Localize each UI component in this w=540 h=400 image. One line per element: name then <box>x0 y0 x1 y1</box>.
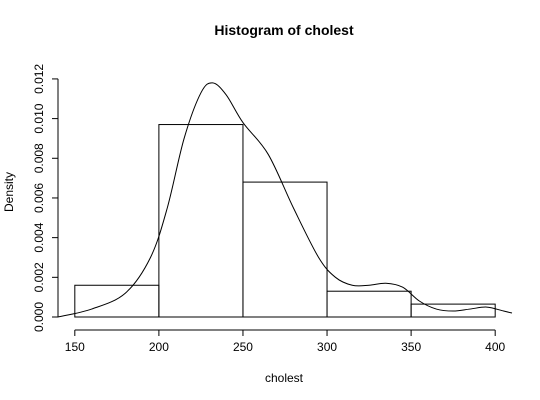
y-tick-label: 0.000 <box>32 302 46 332</box>
x-tick-label: 350 <box>401 340 421 354</box>
density-curve <box>57 82 513 318</box>
x-axis: 150 200 250 300 350 400 <box>65 329 506 354</box>
histogram-bar-3 <box>242 181 328 318</box>
histogram-bar-5 <box>410 303 496 318</box>
histogram-bar-4 <box>326 290 412 318</box>
y-axis-label: Density <box>2 172 16 212</box>
y-tick-label: 0.004 <box>32 222 46 252</box>
y-tick-label: 0.008 <box>32 143 46 173</box>
chart-title: Histogram of cholest <box>214 22 354 38</box>
x-tick-label: 400 <box>485 340 505 354</box>
y-axis: 0.000 0.002 0.004 0.006 0.008 0.010 0.012 <box>32 64 59 332</box>
x-tick-label: 300 <box>317 340 337 354</box>
histogram-bar-1 <box>74 284 160 318</box>
x-tick-label: 150 <box>65 340 85 354</box>
y-tick-label: 0.002 <box>32 262 46 292</box>
x-tick-label: 250 <box>233 340 253 354</box>
x-tick-label: 200 <box>149 340 169 354</box>
histogram-bars <box>74 124 496 318</box>
y-tick-label: 0.012 <box>32 64 46 94</box>
y-tick-label: 0.006 <box>32 183 46 213</box>
y-tick-label: 0.010 <box>32 103 46 133</box>
histogram-bar-2 <box>158 124 244 318</box>
x-axis-label: cholest <box>265 371 304 385</box>
